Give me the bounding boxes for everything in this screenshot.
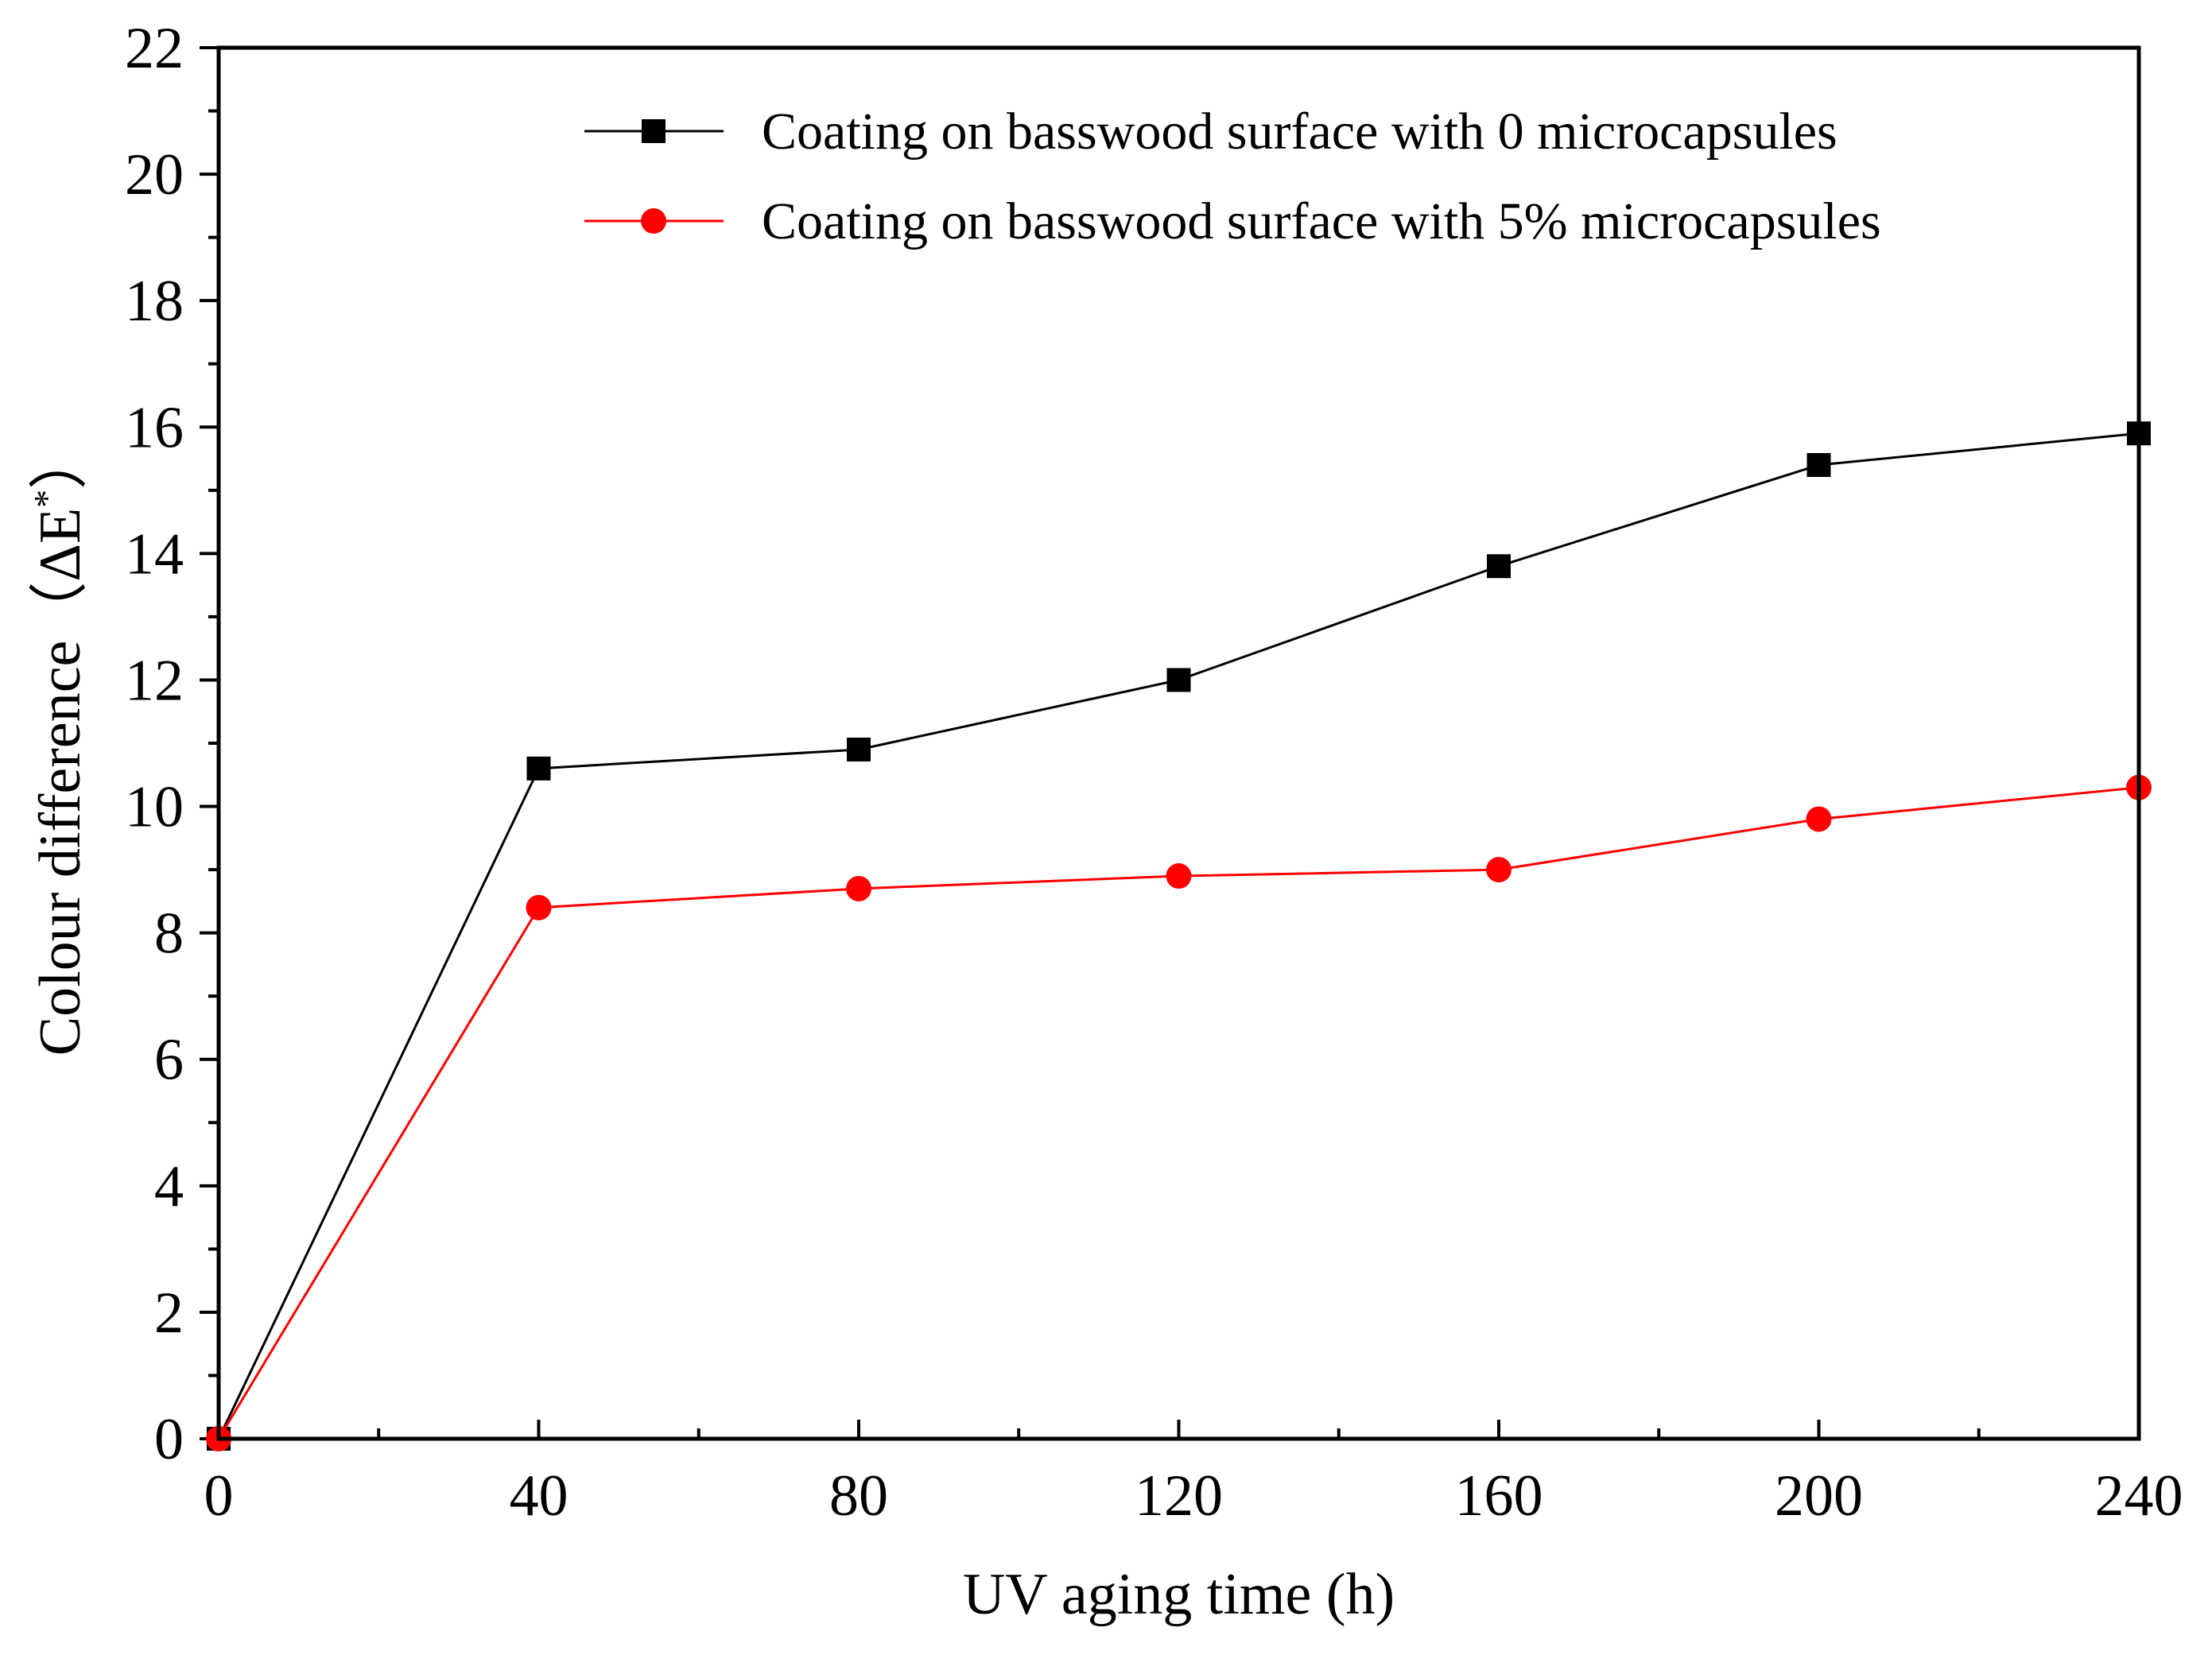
data-point-square bbox=[526, 756, 551, 781]
legend-item-0-microcapsules: Coating on basswood surface with 0 micro… bbox=[584, 103, 1838, 161]
y-tick-label: 2 bbox=[154, 1281, 184, 1346]
y-tick-label: 0 bbox=[154, 1407, 184, 1472]
data-point-square bbox=[847, 737, 871, 761]
x-tick-label: 80 bbox=[829, 1463, 888, 1529]
data-point-square bbox=[1806, 453, 1831, 477]
legend-circle-marker bbox=[641, 208, 666, 234]
data-point-circle bbox=[526, 894, 552, 920]
data-point-circle bbox=[1806, 806, 1832, 832]
x-tick-label: 240 bbox=[2095, 1463, 2183, 1529]
data-point-circle bbox=[1166, 863, 1192, 889]
legend-label-0-microcapsules: Coating on basswood surface with 0 micro… bbox=[762, 103, 1838, 161]
x-tick-label: 40 bbox=[510, 1463, 569, 1529]
legend-item-5pct-microcapsules: Coating on basswood surface with 5% micr… bbox=[584, 192, 1881, 250]
y-tick-label: 20 bbox=[125, 142, 184, 207]
x-tick-label: 160 bbox=[1455, 1463, 1543, 1529]
y-tick-label: 14 bbox=[125, 521, 184, 587]
x-axis-title: UV aging time (h) bbox=[963, 1562, 1395, 1627]
y-tick-label: 8 bbox=[154, 901, 184, 967]
legend-label-5pct-microcapsules: Coating on basswood surface with 5% micr… bbox=[762, 192, 1881, 250]
y-tick-label: 6 bbox=[154, 1028, 184, 1093]
y-axis-title-close: ） bbox=[28, 431, 93, 490]
x-tick-label: 200 bbox=[1775, 1463, 1863, 1529]
y-tick-label: 4 bbox=[154, 1154, 184, 1219]
x-tick-label: 120 bbox=[1135, 1463, 1223, 1529]
y-axis-ticks: 0 2 4 6 8 10 12 14 16 18 20 22 bbox=[125, 16, 219, 1472]
plot-series bbox=[206, 421, 2152, 1451]
data-point-circle bbox=[1486, 857, 1512, 883]
y-tick-label: 10 bbox=[125, 775, 184, 840]
y-tick-label: 18 bbox=[125, 269, 184, 334]
data-point-square bbox=[1166, 668, 1191, 692]
data-point-square bbox=[1487, 554, 1511, 579]
y-axis-title-superscript: * bbox=[26, 490, 67, 508]
legend: Coating on basswood surface with 0 micro… bbox=[584, 103, 1881, 250]
y-tick-label: 12 bbox=[125, 648, 184, 713]
plot-frame bbox=[216, 45, 2141, 1441]
series-line-0 bbox=[217, 432, 2140, 1440]
x-axis-ticks: 0 40 80 120 160 200 240 bbox=[204, 1420, 2183, 1529]
y-axis-title-main: Colour difference（ΔE bbox=[28, 508, 93, 1056]
y-tick-label: 22 bbox=[125, 16, 184, 81]
y-tick-label: 16 bbox=[125, 395, 184, 460]
y-axis-title: Colour difference（ΔE*） bbox=[26, 431, 93, 1056]
data-point-circle bbox=[846, 875, 871, 901]
legend-square-marker bbox=[642, 119, 666, 143]
x-tick-label: 0 bbox=[204, 1463, 234, 1529]
